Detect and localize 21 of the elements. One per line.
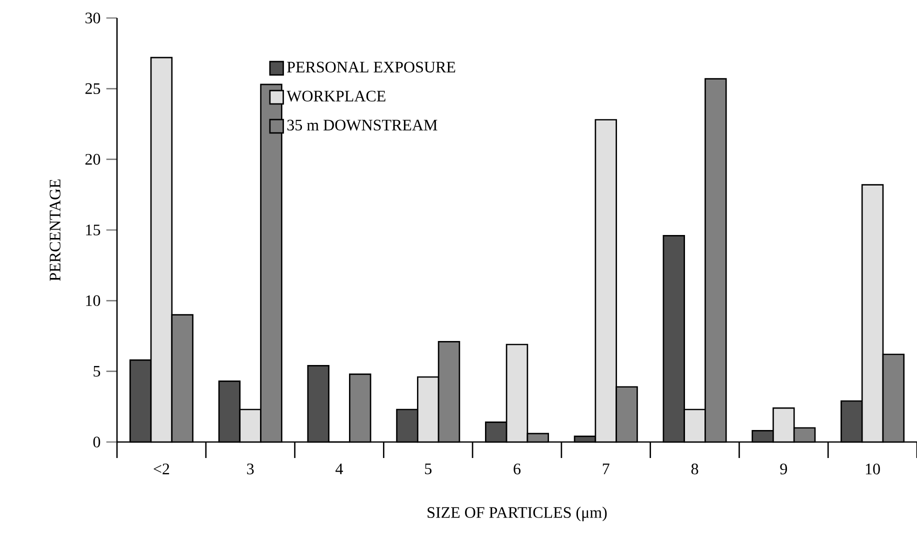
y-tick-label: 0 [93,436,100,448]
y-tick-label: 15 [86,224,100,236]
legend-label: 35 m DOWNSTREAM [287,120,438,131]
x-tick-label: <2 [154,464,170,474]
x-axis-title: SIZE OF PARTICLES (μm) [428,506,607,522]
x-tick-label: 8 [691,464,698,474]
x-tick-label: 3 [247,464,254,474]
y-tick-label: 10 [86,295,100,306]
y-tick-label: 25 [85,83,100,94]
x-tick-label: 10 [866,464,880,474]
x-tick-label: 9 [780,464,787,474]
y-axis-title: PERCENTAGE [50,179,60,281]
y-tick-label: 30 [86,12,100,24]
x-tick-label: 4 [336,464,343,474]
x-tick-label: 5 [425,464,432,474]
legend-label: PERSONAL EXPOSURE [287,62,456,72]
x-tick-label: 6 [514,464,521,474]
y-tick-label: 20 [85,154,100,165]
y-tick-label: 5 [94,366,100,377]
x-tick-label: 7 [602,464,610,474]
legend-label: WORKPLACE [286,90,386,102]
